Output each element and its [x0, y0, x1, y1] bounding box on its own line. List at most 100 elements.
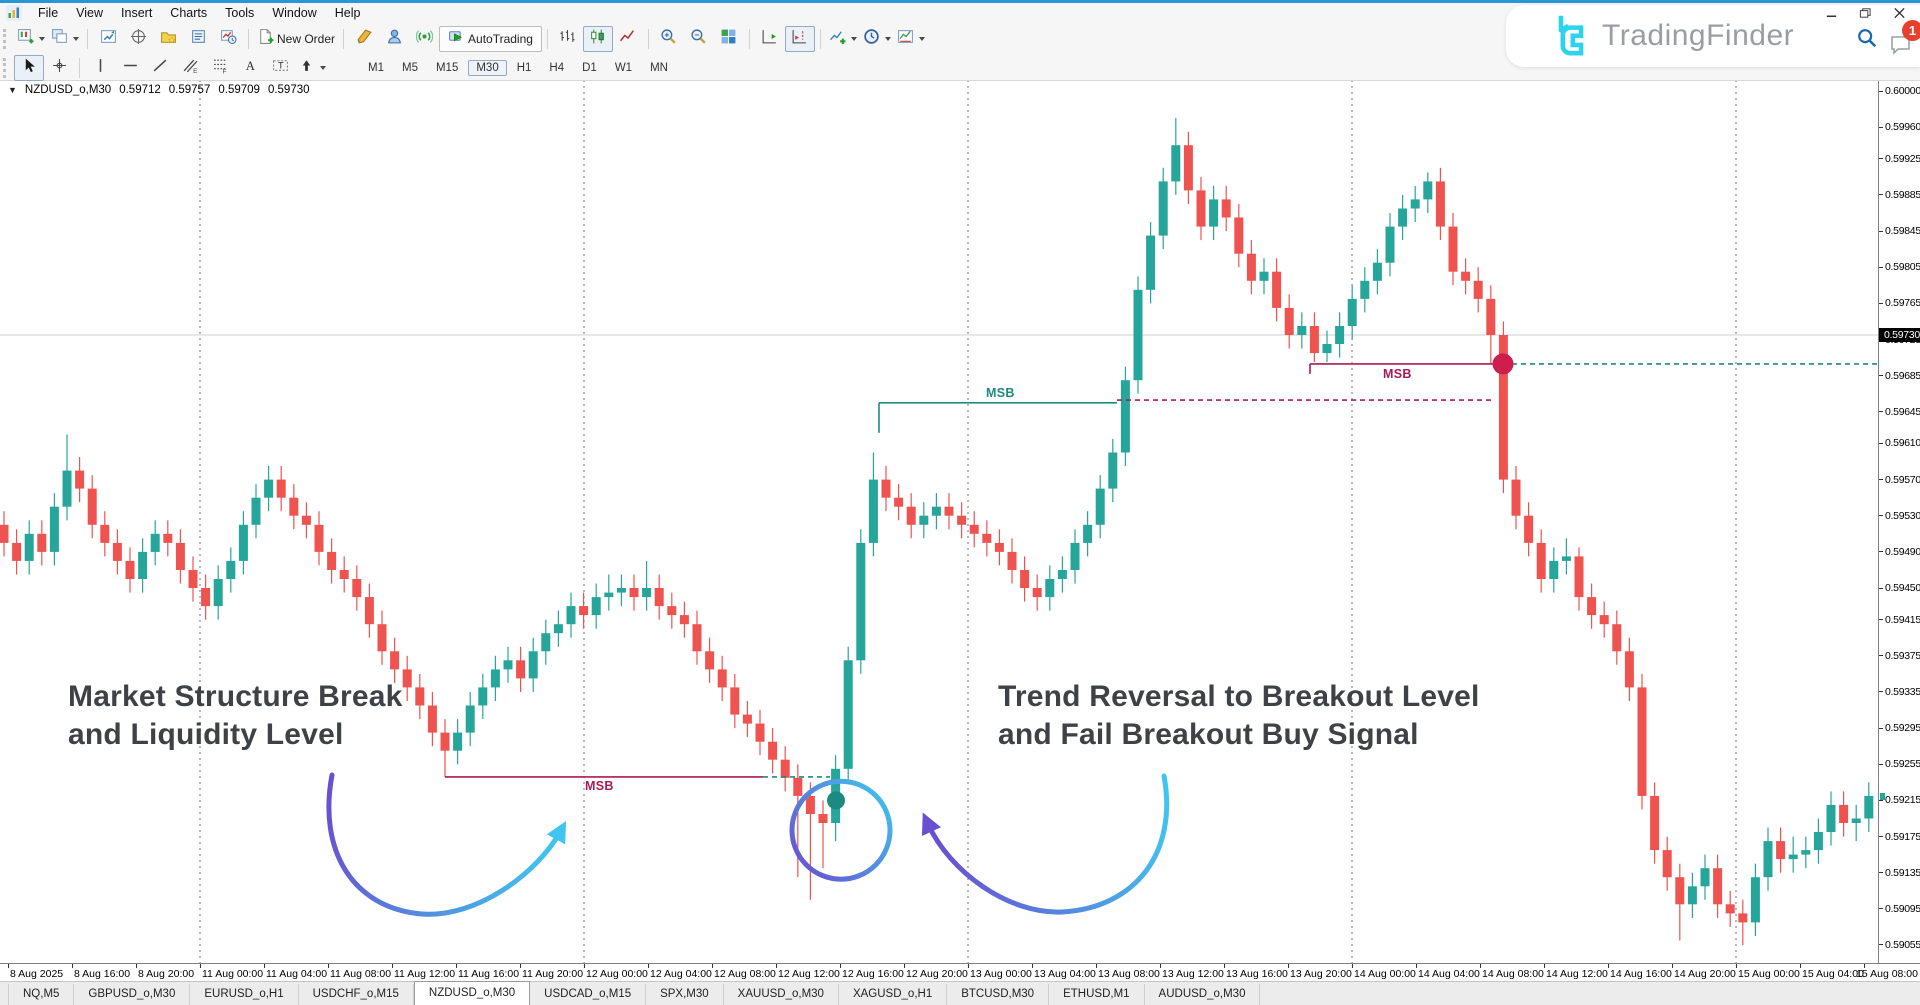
horizontal-line-button[interactable]	[115, 55, 145, 81]
crosshair-button[interactable]	[44, 55, 74, 81]
terminal-icon	[190, 28, 207, 50]
timeframe-h1[interactable]: H1	[516, 61, 532, 74]
menu-help[interactable]: Help	[334, 6, 361, 20]
market-watch-button[interactable]	[93, 26, 123, 52]
oneclick-collapse-icon[interactable]: ▼	[8, 85, 17, 95]
price-text: 0.59175	[1885, 830, 1920, 843]
tab-nzdusd-o-m30[interactable]: NZDUSD_o,M30	[413, 981, 531, 1005]
minimize-button[interactable]	[1820, 5, 1842, 21]
price-text: 0.59530	[1885, 509, 1920, 522]
menu-view[interactable]: View	[76, 6, 104, 20]
strategy-tester-button[interactable]	[213, 26, 243, 52]
restore-button[interactable]	[1854, 5, 1876, 21]
text-label-button[interactable]: T	[265, 55, 295, 81]
menu-charts[interactable]: Charts	[170, 6, 208, 20]
tab-btcusd-m30[interactable]: BTCUSD,M30	[947, 984, 1050, 1005]
new-order-button[interactable]: New Order	[254, 26, 338, 52]
data-window-button[interactable]	[123, 26, 153, 52]
vertical-line-button[interactable]	[85, 55, 115, 81]
price-text: 0.59255	[1885, 758, 1920, 771]
timeframe-w1[interactable]: W1	[614, 61, 633, 74]
bar-chart-button[interactable]	[553, 26, 583, 52]
time-axis-label: 12 Aug 12:00	[778, 968, 840, 980]
equidistant-channel-icon: E	[182, 57, 199, 79]
candle-chart-button[interactable]	[582, 26, 613, 52]
close-button[interactable]	[1888, 5, 1910, 21]
time-axis-label: 11 Aug 12:00	[394, 968, 456, 980]
time-tick	[1160, 964, 1161, 968]
tab-usdchf-o-m15[interactable]: USDCHF_o,M15	[299, 984, 414, 1005]
timeframe-m5[interactable]: M5	[401, 61, 418, 74]
menu-window[interactable]: Window	[272, 6, 317, 20]
menu-file[interactable]: File	[38, 6, 59, 20]
price-tick	[1879, 691, 1883, 693]
chart-window[interactable]: ▼ NZDUSD_o,M30 0.59712 0.59757 0.59709 0…	[0, 80, 1878, 963]
trendline-button[interactable]	[145, 55, 175, 81]
tradingfinder-logo-icon	[1550, 13, 1592, 59]
menu-insert[interactable]: Insert	[121, 6, 153, 20]
community-button[interactable]	[379, 26, 409, 52]
tab-audusd-o-m30[interactable]: AUDUSD_o,M30	[1145, 984, 1261, 1005]
auto-scroll-button[interactable]	[755, 26, 785, 52]
new-chart-button[interactable]	[14, 26, 48, 52]
navigator-button[interactable]	[153, 26, 183, 52]
equidistant-channel-button[interactable]: E	[175, 55, 205, 81]
price-text: 0.59645	[1885, 405, 1920, 418]
price-text: 0.59765	[1885, 297, 1920, 310]
new-chart-icon	[17, 28, 34, 50]
price-axis-label: 0.59845	[1879, 225, 1920, 237]
tab-spx-m30[interactable]: SPX,M30	[646, 984, 724, 1005]
tab-nq-m5[interactable]: NQ,M5	[8, 984, 75, 1005]
time-tick	[904, 964, 905, 968]
search-icon[interactable]	[1856, 27, 1878, 49]
crosshair-icon	[51, 57, 68, 79]
new-order-icon	[257, 28, 274, 50]
trendline-icon	[152, 57, 169, 79]
templates-button[interactable]	[894, 26, 928, 52]
timeframe-m15[interactable]: M15	[435, 61, 459, 74]
price-tick	[1879, 90, 1883, 92]
text-button[interactable]: A	[235, 55, 265, 81]
price-tick	[1879, 266, 1883, 268]
timeframe-m30[interactable]: M30	[468, 59, 507, 76]
tab-xagusd-o-h1[interactable]: XAGUSD_o,H1	[839, 984, 948, 1005]
tab-xauusd-o-m30[interactable]: XAUUSD_o,M30	[724, 984, 839, 1005]
price-tick	[1879, 411, 1883, 413]
chevron-down-icon	[850, 37, 857, 41]
price-tick	[1879, 230, 1883, 232]
toolbar-separator	[546, 29, 548, 49]
indicators-button[interactable]	[826, 26, 860, 52]
fibonacci-button[interactable]: F	[205, 55, 235, 81]
signals-button[interactable]	[409, 26, 439, 52]
tab-usdcad-o-m15[interactable]: USDCAD_o,M15	[530, 984, 647, 1005]
cursor-button[interactable]	[14, 54, 44, 81]
periods-icon	[863, 28, 880, 50]
cursor-icon	[21, 57, 38, 79]
time-tick	[456, 964, 457, 968]
profiles-button[interactable]	[48, 26, 82, 52]
timeframe-m1[interactable]: M1	[368, 61, 384, 74]
zoom-out-button[interactable]	[684, 26, 714, 52]
price-text: 0.59450	[1885, 582, 1920, 595]
timeframe-d1[interactable]: D1	[582, 61, 597, 74]
candlestick-chart[interactable]	[0, 80, 1878, 963]
terminal-button[interactable]	[183, 26, 213, 52]
time-axis-label: 12 Aug 08:00	[714, 968, 776, 980]
chart-shift-button[interactable]	[784, 26, 815, 52]
tab-gbpusd-o-m30[interactable]: GBPUSD_o,M30	[74, 984, 191, 1005]
tab-ethusd-m1[interactable]: ETHUSD,M1	[1049, 984, 1145, 1005]
periods-button[interactable]	[860, 26, 894, 52]
line-chart-button[interactable]	[613, 26, 643, 52]
menu-tools[interactable]: Tools	[225, 6, 255, 20]
metaeditor-button[interactable]	[349, 26, 379, 52]
zoom-in-button[interactable]	[654, 26, 684, 52]
timeframe-mn[interactable]: MN	[650, 61, 668, 74]
timeframe-h4[interactable]: H4	[549, 61, 565, 74]
price-axis[interactable]: 0.59730 0.60000 0.59960 0.59925 0.59885 0.59…	[1878, 80, 1920, 963]
autotrading-button[interactable]: AutoTrading	[439, 26, 542, 52]
tab-eurusd-o-h1[interactable]: EURUSD_o,H1	[190, 984, 299, 1005]
arrows-button[interactable]	[295, 55, 329, 81]
time-axis[interactable]: 8 Aug 2025 8 Aug 16:00 8 Aug 20:00 11 Aug 0…	[0, 963, 1920, 981]
price-axis-label: 0.59610	[1879, 437, 1920, 449]
tile-windows-button[interactable]	[714, 26, 744, 52]
